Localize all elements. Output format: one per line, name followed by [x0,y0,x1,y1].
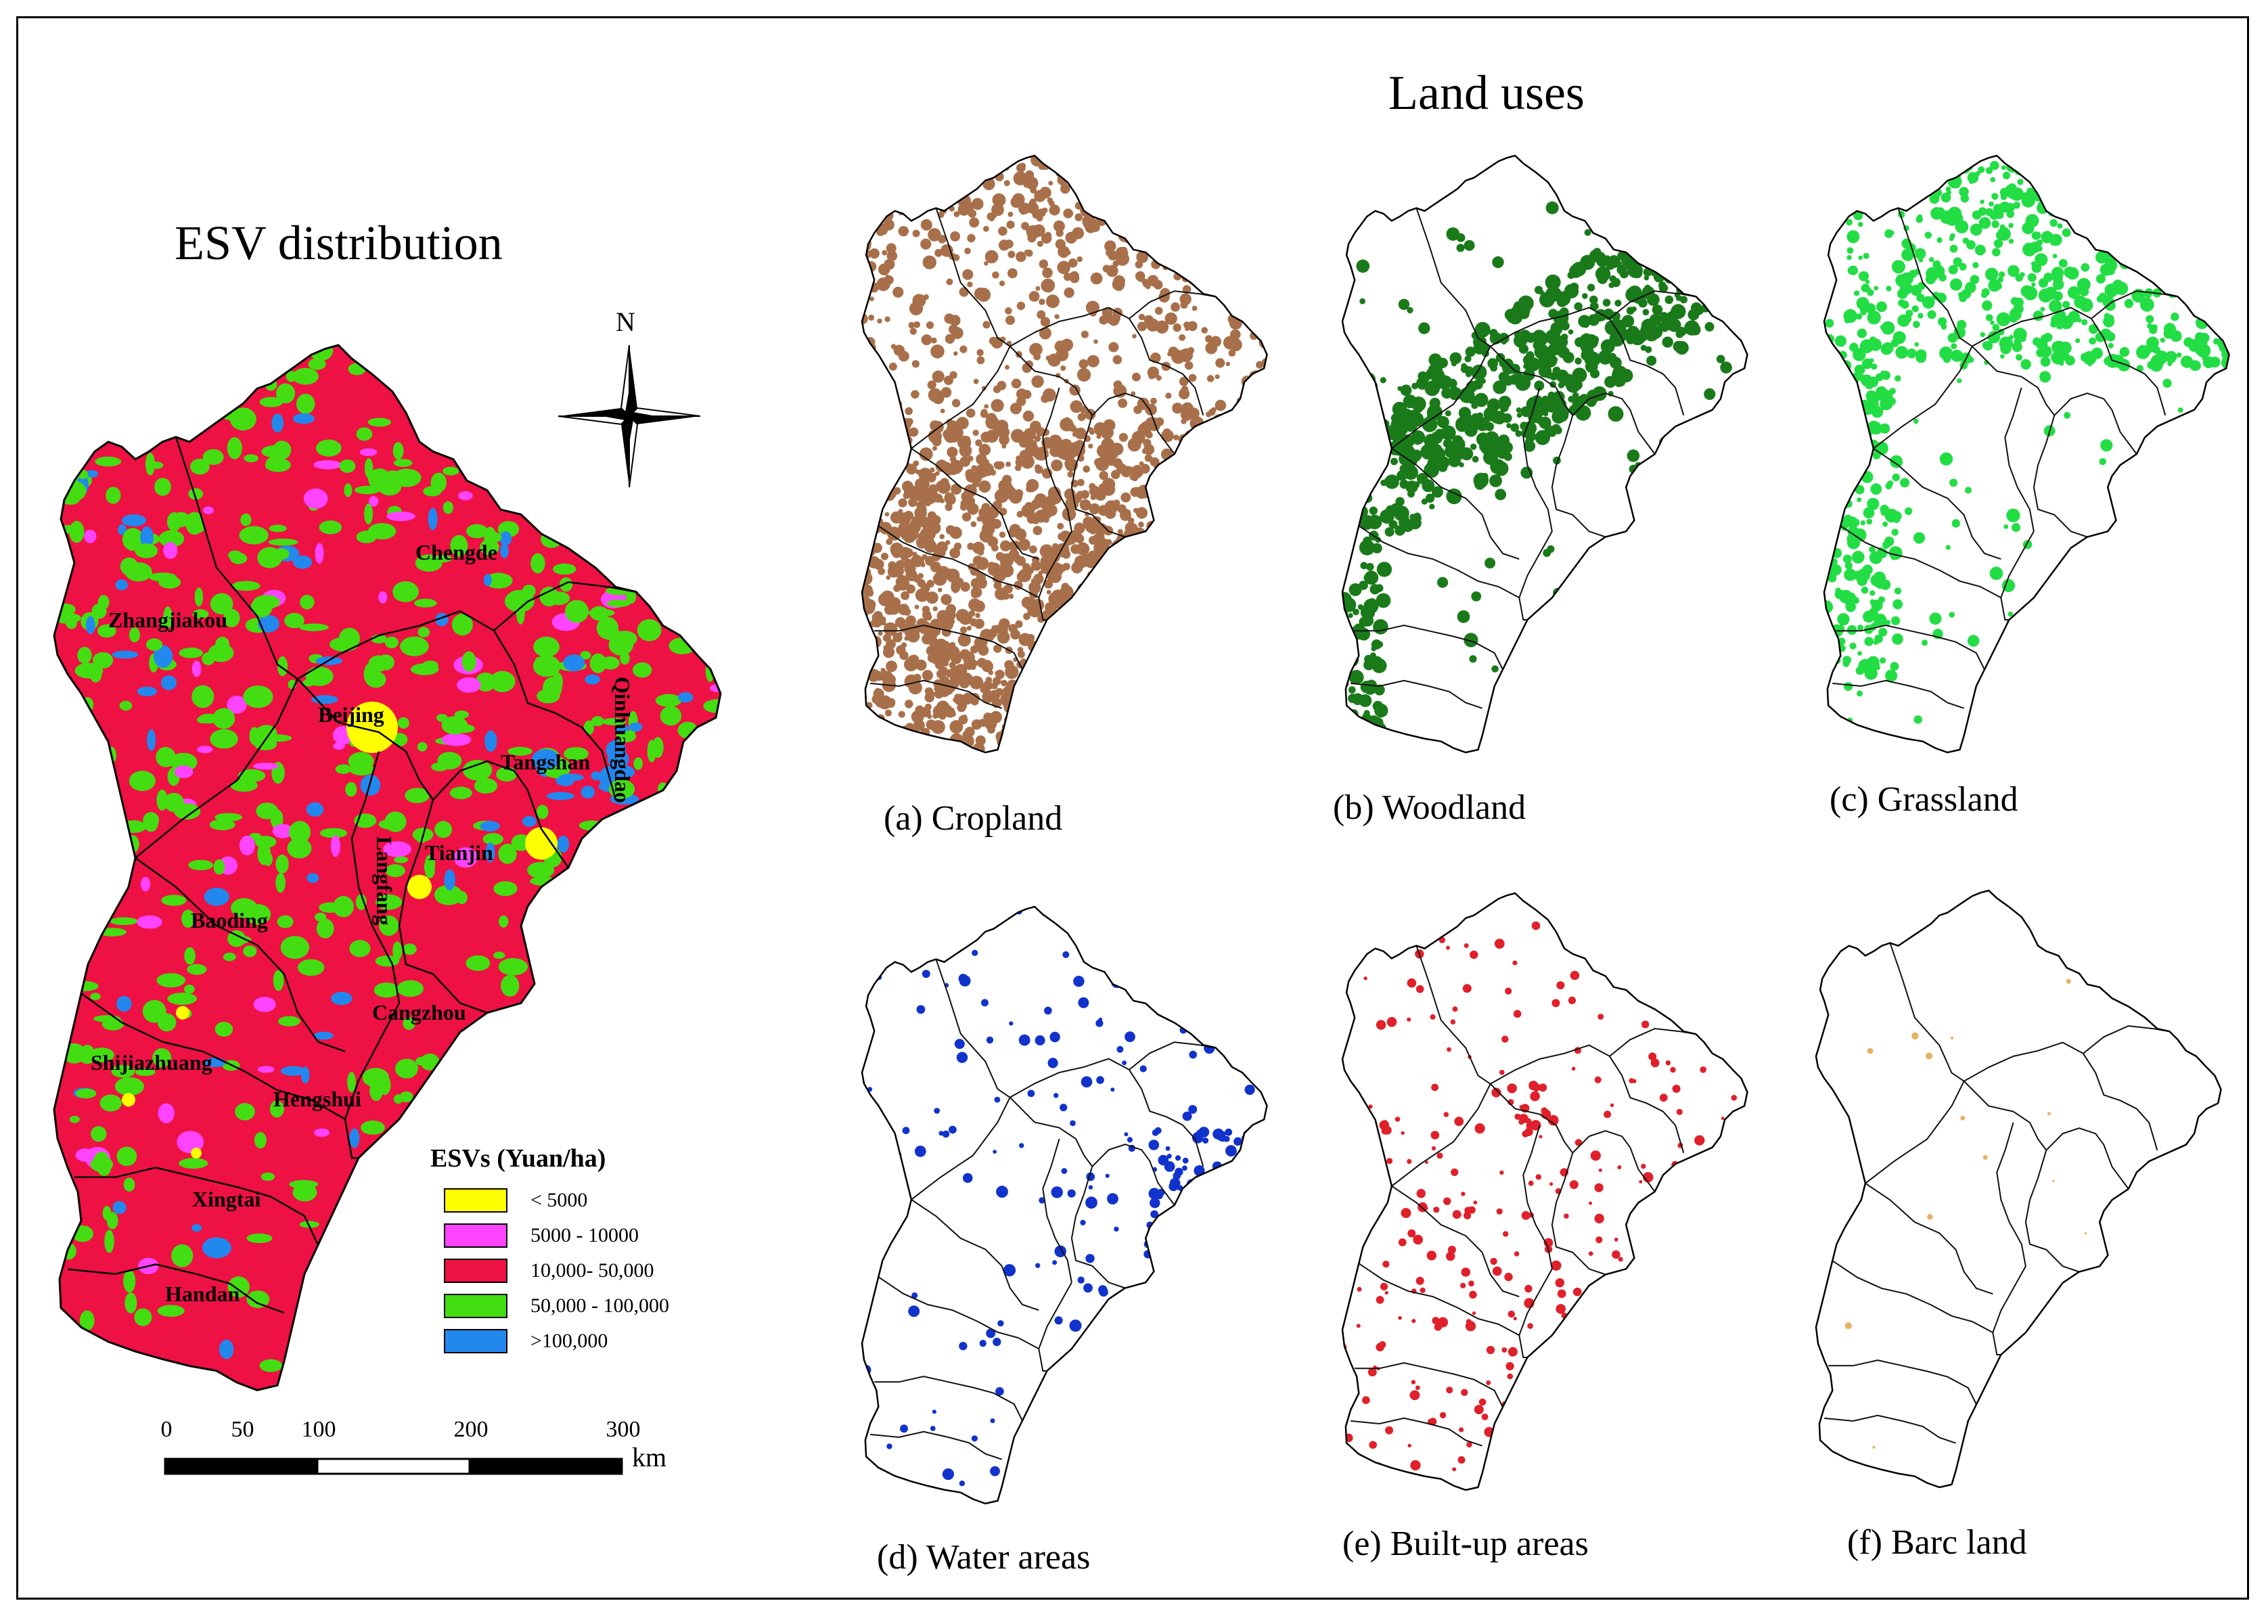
legend-label: 10,000- 50,000 [530,1259,654,1282]
caption-grassland: (c) Grassland [1830,780,2018,819]
city-label-handan: Handan [165,1282,240,1306]
scale-bar-tick: 300 [606,1417,641,1442]
grassland-map [1823,154,2230,754]
legend-item: >100,000 [444,1326,608,1356]
city-label-langfang: Langfang [372,836,396,926]
north-label: N [616,307,635,337]
legend-swatch [444,1188,507,1213]
city-label-tianjin: Tianjin [425,840,493,865]
water-areas-map [861,905,1268,1505]
bare-land-map [1815,889,2222,1489]
cropland-map [861,154,1268,754]
legend-label: 5000 - 10000 [530,1224,639,1246]
caption-built-up-areas: (e) Built-up areas [1342,1525,1589,1563]
legend-item: 10,000- 50,000 [444,1256,654,1286]
legend-swatch [444,1259,507,1283]
woodland-map [1341,154,1748,754]
scale-bar [164,1458,623,1475]
legend-swatch [444,1294,507,1318]
scale-bar-tick: 200 [453,1417,489,1442]
caption-water-areas: (d) Water areas [877,1538,1091,1577]
city-label-xingtai: Xingtai [192,1187,261,1211]
city-label-qinhuangdao: Qinhuangdao [610,677,635,803]
legend-swatch [444,1223,507,1248]
legend-item: 5000 - 10000 [444,1221,639,1250]
city-label-zhangjiakou: Zhangjiakou [108,608,228,632]
north-arrow-icon [558,344,701,488]
legend-title: ESVs (Yuan/ha) [430,1144,606,1173]
legend-label: < 5000 [530,1189,588,1211]
city-label-beijing: Beijing [318,702,384,727]
scale-bar-unit: km [632,1442,667,1472]
caption-woodland: (b) Woodland [1333,788,1526,827]
city-label-baoding: Baoding [191,908,268,932]
legend-item: 50,000 - 100,000 [444,1291,669,1321]
scale-bar-tick: 100 [301,1417,336,1442]
built-up-areas-map [1341,892,1748,1491]
esv-distribution-title: ESV distribution [175,216,503,270]
city-label-tangshan: Tangshan [501,750,591,774]
legend-label: 50,000 - 100,000 [530,1294,669,1317]
legend-label: >100,000 [530,1330,608,1352]
land-uses-title: Land uses [1388,66,1585,120]
caption-bare-land: (f) Barc land [1847,1523,2027,1562]
city-label-hengshui: Hengshui [273,1087,361,1111]
figure-frame [16,16,2249,1600]
legend-item: < 5000 [444,1186,587,1215]
legend-swatch [444,1329,507,1353]
city-label-shijiazhuang: Shijiazhuang [91,1050,212,1075]
city-label-cangzhou: Cangzhou [372,1000,466,1024]
scale-bar-tick: 0 [160,1417,173,1442]
scale-bar-tick: 50 [231,1417,254,1442]
city-label-chengde: Chengde [415,540,497,564]
esv-distribution-map [53,344,722,1391]
caption-cropland: (a) Cropland [884,799,1063,838]
